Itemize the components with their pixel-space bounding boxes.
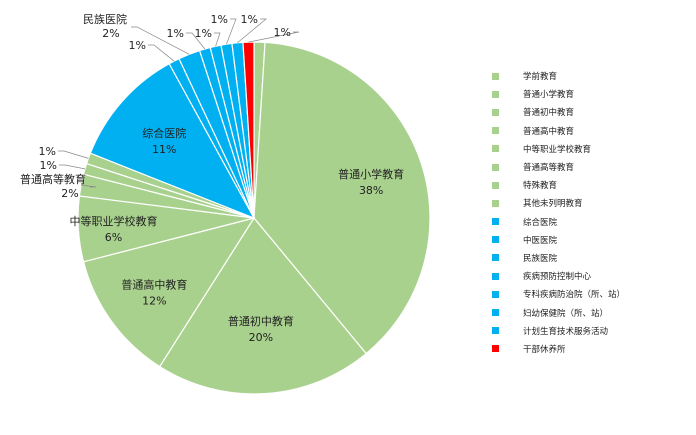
slice-percent-label: 2% [61, 187, 78, 200]
legend-label: 普通高中教育 [523, 126, 575, 137]
leader-line [59, 164, 86, 170]
leader-lines [58, 18, 300, 188]
leader-line [148, 44, 175, 62]
slice-percent-label: 1% [211, 13, 228, 26]
slice-percent-label: 12% [142, 294, 166, 307]
leader-line [214, 32, 221, 47]
slice-percent-label: 1% [39, 145, 56, 158]
legend-label: 普通小学教育 [523, 90, 575, 101]
legend-item: 学前教育 [492, 67, 692, 85]
legend-swatch [492, 272, 499, 280]
slice-labels: 普通小学教育 38% 普通初中教育 20% 普通高中教育 12% 中等职业学校教育 6% 普通高… [20, 12, 404, 344]
slice-percent-label: 1% [274, 26, 291, 39]
legend-item: 妇幼保健院（所、站） [492, 303, 692, 321]
legend-label: 专科疾病防治院（所、站） [523, 290, 626, 301]
slice-name-label: 普通高等教育 [20, 172, 86, 186]
legend-swatch [492, 309, 499, 317]
legend-label: 干部休养所 [523, 344, 566, 355]
leader-line [186, 32, 206, 50]
pie-slice [89, 62, 256, 220]
pie-slice [82, 217, 256, 368]
legend-item: 普通小学教育 [492, 85, 692, 103]
legend-label: 学前教育 [523, 72, 558, 83]
slice-name-label: 综合医院 [142, 126, 186, 140]
legend-label: 其他未列明教育 [523, 199, 583, 210]
slice-percent-label: 38% [359, 184, 383, 197]
slice-percent-label: 20% [249, 331, 273, 344]
legend-swatch [492, 108, 499, 116]
legend-swatch [492, 145, 499, 153]
leader-line [237, 18, 267, 44]
slice-percent-label: 1% [129, 39, 146, 52]
legend-item: 干部休养所 [492, 340, 692, 358]
legend-label: 中等职业学校教育 [523, 144, 592, 155]
leader-line [81, 184, 97, 188]
pie-slices [77, 41, 431, 395]
legend-item: 疾病预防控制中心 [492, 267, 692, 285]
legend-swatch [492, 218, 499, 226]
legend-item: 中等职业学校教育 [492, 140, 692, 158]
legend-swatch [492, 327, 499, 335]
slice-name-label: 普通高中教育 [121, 277, 187, 291]
legend-label: 计划生育技术服务活动 [523, 326, 609, 337]
legend-swatch [492, 290, 499, 298]
pie-slice [158, 216, 368, 395]
slice-percent-label: 6% [105, 231, 122, 244]
legend-item: 普通高中教育 [492, 122, 692, 140]
legend-label: 特殊教育 [523, 181, 558, 192]
legend-swatch [492, 90, 499, 98]
slice-name-label: 普通小学教育 [338, 167, 404, 181]
slice-percent-label: 2% [102, 27, 119, 40]
legend-item: 其他未列明教育 [492, 194, 692, 212]
legend-item: 综合医院 [492, 213, 692, 231]
leader-line [131, 26, 190, 55]
legend-label: 普通初中教育 [523, 108, 575, 119]
legend-swatch [492, 163, 499, 171]
leader-line [58, 150, 89, 159]
legend-swatch [492, 254, 499, 262]
slice-name-label: 中等职业学校教育 [69, 214, 157, 228]
slice-percent-label: 1% [167, 27, 184, 40]
legend-item: 专科疾病防治院（所、站） [492, 285, 692, 303]
legend-swatch [492, 236, 499, 244]
legend-label: 妇幼保健院（所、站） [523, 308, 609, 319]
legend-swatch [492, 181, 499, 189]
legend-item: 普通初中教育 [492, 103, 692, 121]
legend-swatch [492, 72, 499, 80]
legend-item: 普通高等教育 [492, 158, 692, 176]
slice-percent-label: 11% [152, 143, 176, 156]
slice-name-label: 民族医院 [83, 12, 127, 26]
legend-item: 特殊教育 [492, 176, 692, 194]
legend-item: 中医医院 [492, 231, 692, 249]
legend-label: 中医医院 [523, 235, 558, 246]
slice-percent-label: 1% [241, 13, 258, 26]
legend-label: 疾病预防控制中心 [523, 272, 592, 283]
legend: 学前教育普通小学教育 普通初中教育 普通高中教育中等职业学校教育 普通高等教育 特殊教育… [492, 67, 692, 358]
slice-percent-label: 1% [40, 159, 57, 172]
legend-swatch [492, 127, 499, 135]
pie-slice [253, 41, 431, 355]
legend-label: 民族医院 [523, 253, 558, 264]
legend-swatch [492, 345, 499, 353]
legend-label: 综合医院 [523, 217, 558, 228]
legend-item: 民族医院 [492, 249, 692, 267]
legend-swatch [492, 199, 499, 207]
slice-percent-label: 1% [195, 27, 212, 40]
legend-label: 普通高等教育 [523, 163, 575, 174]
slice-name-label: 普通初中教育 [228, 314, 294, 328]
legend-item: 计划生育技术服务活动 [492, 322, 692, 340]
leader-line [226, 18, 237, 45]
leader-line [248, 31, 300, 43]
